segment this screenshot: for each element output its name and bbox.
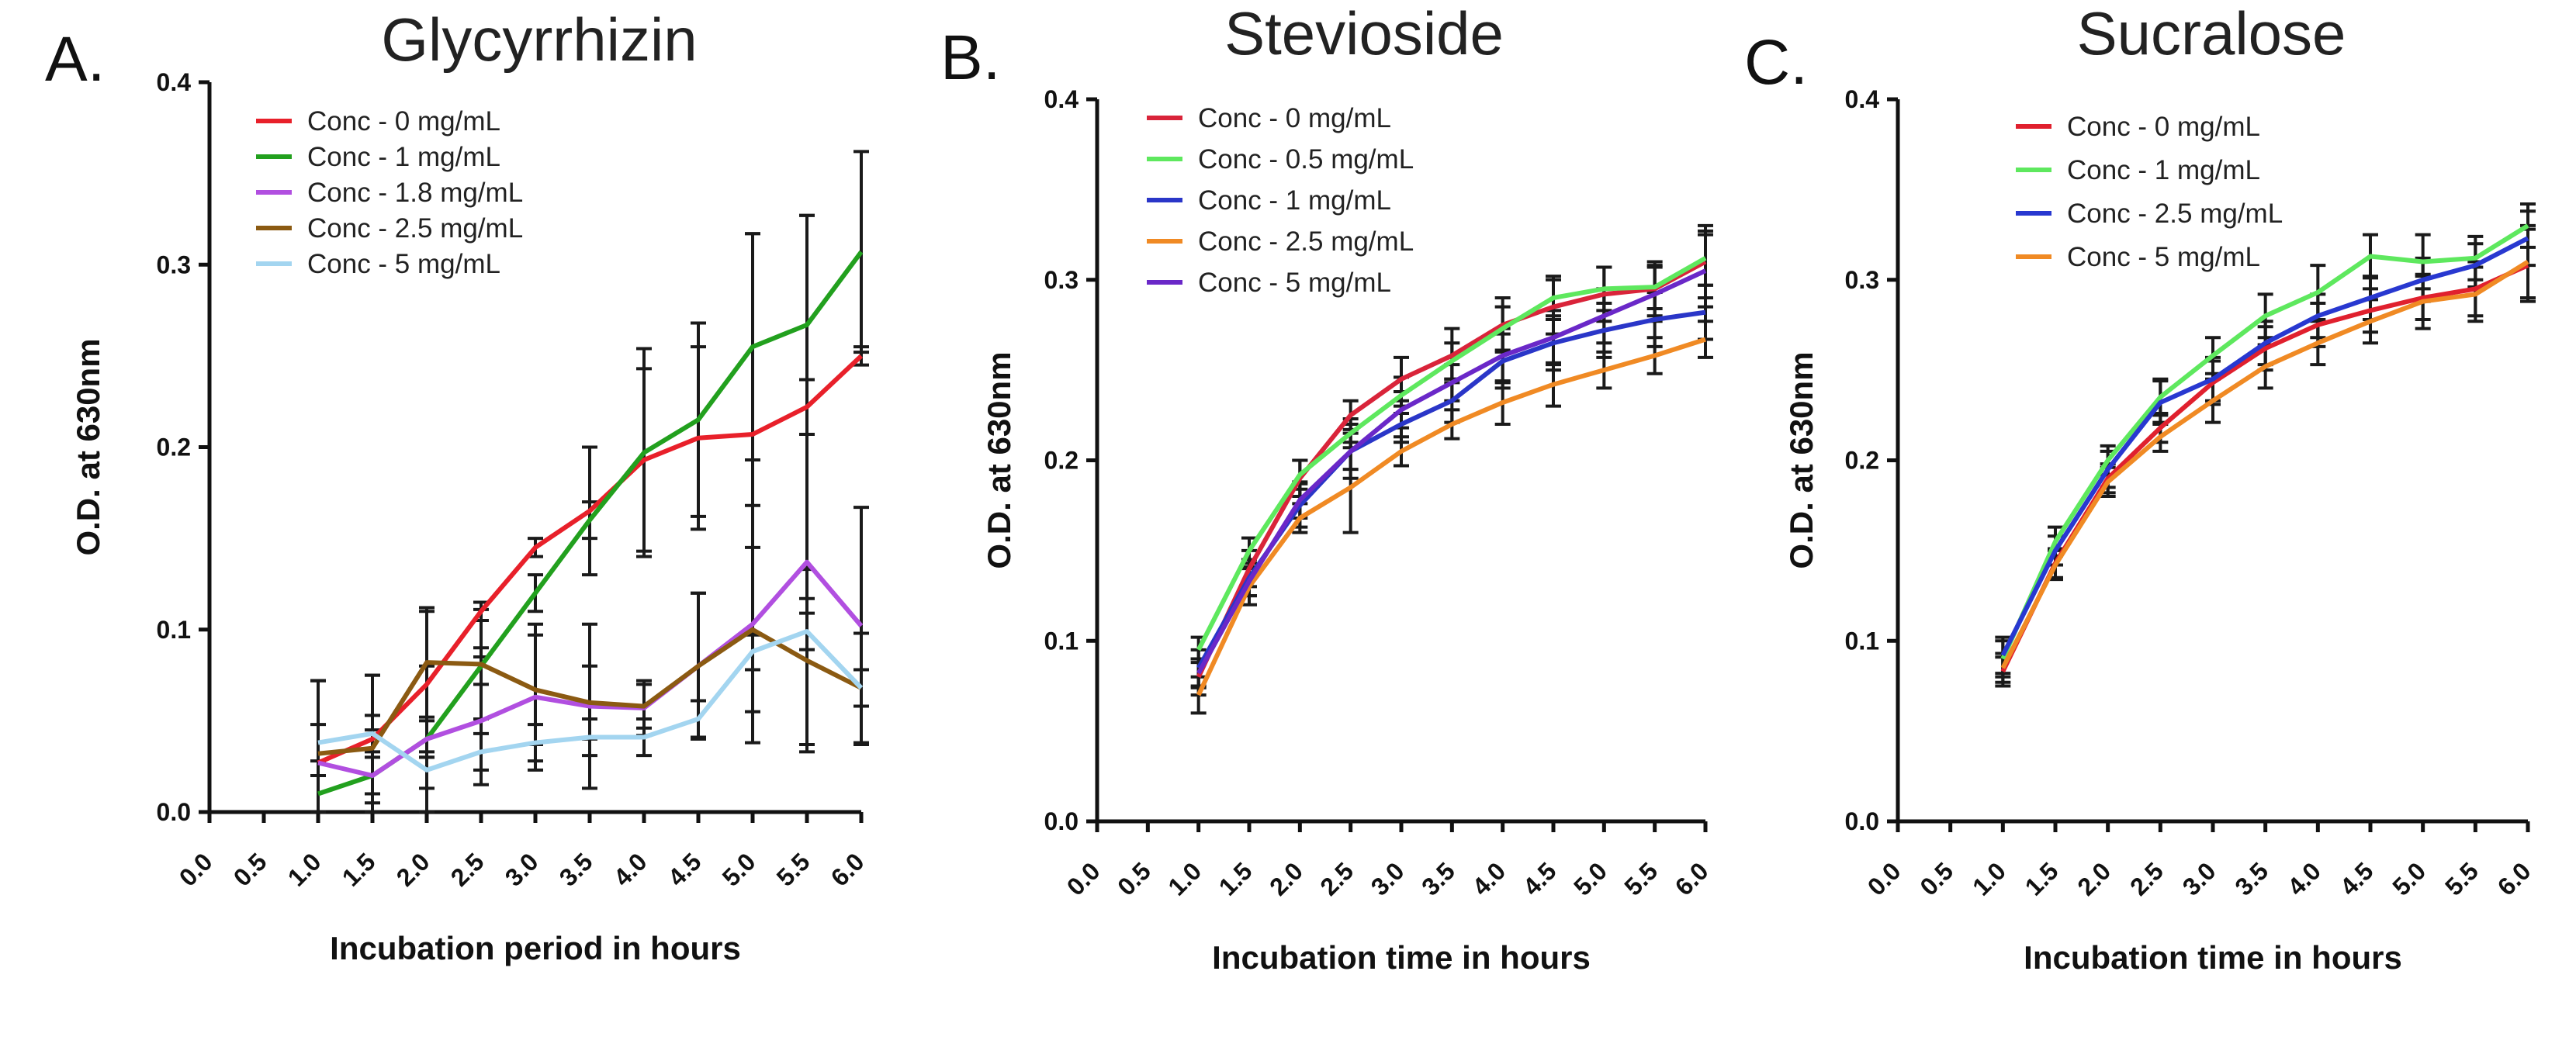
x-tick-label: 1.5 <box>2020 857 2064 901</box>
x-tick-label: 1.5 <box>1214 857 1258 901</box>
x-tick-label: 5.5 <box>2439 857 2484 901</box>
x-tick-label: 0.5 <box>1914 857 1958 901</box>
y-tick-label: 0.1 <box>157 616 191 644</box>
series-line-2 <box>2000 223 2529 660</box>
x-tick-label: 2.5 <box>1314 857 1359 901</box>
x-axis-label: Incubation period in hours <box>330 930 741 966</box>
legend-label: Conc - 1 mg/mL <box>1198 185 1391 216</box>
x-tick-label: 2.0 <box>1264 857 1308 901</box>
panel-letter: C. <box>1744 27 1808 98</box>
y-tick-label: 0.3 <box>1044 266 1079 294</box>
x-tick-label: 3.0 <box>1366 857 1410 901</box>
y-tick-label: 0.2 <box>1044 447 1079 475</box>
x-tick-label: 3.5 <box>2229 857 2273 901</box>
x-tick-label: 5.0 <box>717 848 761 892</box>
x-tick-label: 5.0 <box>1568 857 1612 901</box>
series-line-2 <box>1196 256 1707 651</box>
y-tick-label: 0.1 <box>1845 627 1879 655</box>
series-line-3 <box>2000 236 2529 657</box>
legend-label: Conc - 0 mg/mL <box>307 106 500 137</box>
x-tick-label: 3.0 <box>500 848 544 892</box>
y-axis-label: O.D. at 630nm <box>981 351 1017 569</box>
series-line-3 <box>317 559 864 778</box>
x-tick-label: 5.5 <box>1619 857 1663 901</box>
y-tick-label: 0.4 <box>1845 85 1880 113</box>
legend-label: Conc - 0.5 mg/mL <box>1198 144 1414 175</box>
y-tick-label: 0.3 <box>1845 266 1879 294</box>
x-tick-label: 4.5 <box>1518 857 1562 901</box>
x-tick-label: 1.5 <box>337 848 381 892</box>
x-tick-label: 6.0 <box>2492 857 2536 901</box>
chart-title: Stevioside <box>1224 0 1504 67</box>
x-tick-label: 1.0 <box>1162 857 1207 901</box>
x-tick-label: 0.0 <box>1862 857 1906 901</box>
panel-letter: A. <box>45 24 105 95</box>
y-tick-label: 0.0 <box>157 798 191 826</box>
series-line-4 <box>317 627 863 756</box>
series-line-4 <box>1196 337 1706 696</box>
x-tick-label: 4.0 <box>2282 857 2326 901</box>
y-tick-label: 0.0 <box>1845 807 1879 835</box>
y-tick-label: 0.2 <box>157 434 191 461</box>
y-tick-label: 0.4 <box>1044 85 1079 113</box>
x-tick-label: 1.0 <box>1967 857 2011 901</box>
legend-label: Conc - 0 mg/mL <box>1198 103 1391 133</box>
y-tick-label: 0.4 <box>157 68 192 96</box>
x-tick-label: 3.5 <box>554 848 598 892</box>
x-tick-label: 0.0 <box>174 848 218 892</box>
legend-label: Conc - 0 mg/mL <box>2067 112 2260 142</box>
x-tick-label: 0.5 <box>1112 857 1156 901</box>
legend-label: Conc - 5 mg/mL <box>1198 268 1391 298</box>
legend-label: Conc - 2.5 mg/mL <box>307 213 523 244</box>
x-tick-label: 0.0 <box>1061 857 1106 901</box>
chart-title: Sucralose <box>2077 0 2346 67</box>
x-tick-label: 4.5 <box>663 848 707 892</box>
x-tick-label: 2.5 <box>2124 857 2169 901</box>
x-tick-label: 4.0 <box>608 848 653 892</box>
legend-label: Conc - 1.8 mg/mL <box>307 178 523 208</box>
chart-title: Glycyrrhizin <box>381 5 697 74</box>
x-axis-label: Incubation time in hours <box>2024 939 2402 976</box>
x-tick-label: 2.5 <box>445 848 490 892</box>
x-axis-label: Incubation time in hours <box>1212 939 1591 976</box>
legend-label: Conc - 1 mg/mL <box>2067 155 2260 185</box>
x-tick-label: 4.0 <box>1466 857 1511 901</box>
series-line-5 <box>1196 268 1707 675</box>
series-line-4 <box>2000 259 2529 669</box>
y-tick-label: 0.2 <box>1845 447 1879 475</box>
legend-label: Conc - 5 mg/mL <box>2067 242 2260 272</box>
x-tick-label: 3.0 <box>2177 857 2221 901</box>
x-tick-label: 2.0 <box>391 848 435 892</box>
y-tick-label: 0.1 <box>1044 627 1079 655</box>
x-tick-label: 4.5 <box>2335 857 2379 901</box>
legend-label: Conc - 2.5 mg/mL <box>1198 226 1414 257</box>
y-tick-label: 0.0 <box>1044 807 1079 835</box>
series-line-1 <box>317 354 864 766</box>
panel-letter: B. <box>940 22 1000 93</box>
series-line-5 <box>317 629 864 772</box>
x-tick-label: 1.0 <box>282 848 327 892</box>
x-tick-label: 5.5 <box>771 848 815 892</box>
x-tick-label: 0.5 <box>228 848 272 892</box>
legend-label: Conc - 2.5 mg/mL <box>2067 199 2283 229</box>
legend-label: Conc - 1 mg/mL <box>307 142 500 172</box>
y-axis-label: O.D. at 630nm <box>70 338 106 555</box>
x-tick-label: 6.0 <box>826 848 870 892</box>
x-tick-label: 6.0 <box>1670 857 1714 901</box>
x-tick-label: 5.0 <box>2387 857 2431 901</box>
y-tick-label: 0.3 <box>157 251 191 278</box>
x-tick-label: 2.0 <box>2072 857 2116 901</box>
legend-label: Conc - 5 mg/mL <box>307 249 500 279</box>
x-tick-label: 3.5 <box>1416 857 1460 901</box>
y-axis-label: O.D. at 630nm <box>1783 351 1819 569</box>
series-line-1 <box>1196 259 1707 679</box>
